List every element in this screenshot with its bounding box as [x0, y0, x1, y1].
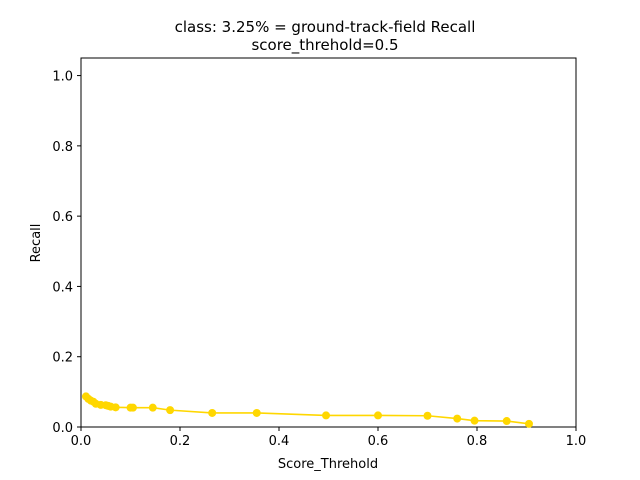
x-tick-label: 0.8 [467, 434, 488, 449]
data-point [374, 411, 382, 420]
data-point [524, 419, 533, 428]
data-point [166, 406, 175, 415]
data-point [111, 403, 120, 412]
series-layer [81, 392, 533, 428]
y-tick-label: 1.0 [52, 70, 73, 85]
y-axis-ticks: 0.0 0.2 0.4 0.6 0.8 1.0 [52, 70, 81, 436]
y-tick-label: 0.4 [52, 280, 73, 295]
data-point [252, 408, 261, 417]
plot-area [80, 57, 577, 428]
y-tick-label: 0.6 [52, 210, 73, 225]
x-axis-label: Score_Threhold [278, 457, 378, 472]
x-tick-label: 1.0 [566, 434, 587, 449]
data-point [502, 417, 511, 426]
data-point [322, 411, 331, 420]
x-axis-ticks: 0.0 0.2 0.4 0.6 0.8 1.0 [71, 427, 587, 449]
y-tick-label: 0.8 [52, 140, 73, 155]
data-point [128, 403, 137, 412]
x-tick-label: 0.0 [71, 434, 92, 449]
chart-title: class: 3.25% = ground-track-field Recall [175, 18, 476, 36]
y-axis-label: Recall [29, 224, 44, 263]
x-tick-label: 0.2 [170, 434, 191, 449]
data-point [148, 403, 157, 412]
chart-subtitle: score_threhold=0.5 [251, 36, 398, 55]
data-point [470, 416, 479, 425]
y-tick-label: 0.0 [52, 421, 73, 436]
data-point [423, 411, 432, 420]
data-point [208, 408, 217, 417]
x-tick-label: 0.6 [368, 434, 389, 449]
data-point [453, 414, 462, 423]
x-tick-label: 0.4 [269, 434, 290, 449]
y-tick-label: 0.2 [52, 351, 73, 366]
